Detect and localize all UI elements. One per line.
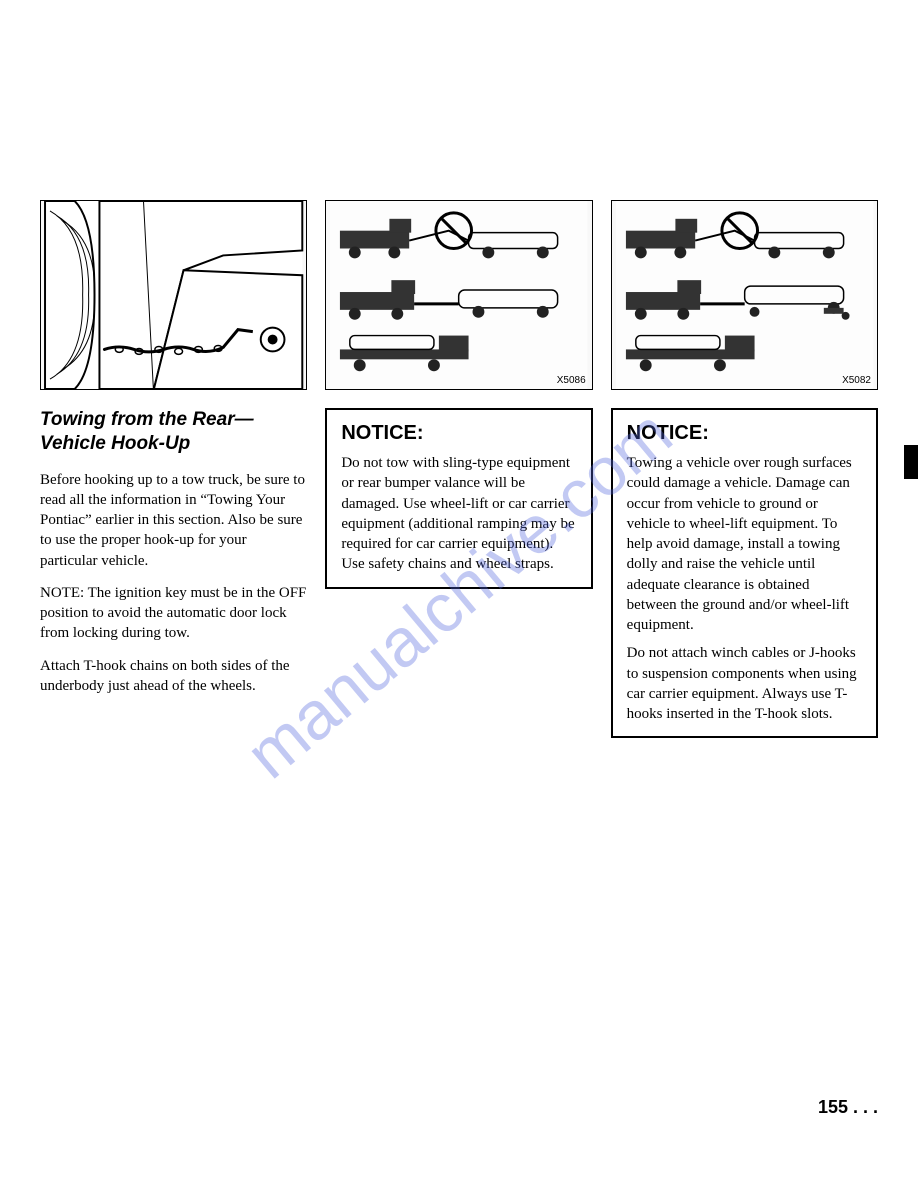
notice-paragraph: Do not attach winch cables or J-hooks to… bbox=[627, 643, 862, 724]
figure-ref-label: X5082 bbox=[842, 375, 871, 386]
column-left: Towing from the Rear—Vehicle Hook-Up Bef… bbox=[40, 200, 307, 1068]
column-middle: X5086 NOTICE: Do not tow with sling-type… bbox=[325, 200, 592, 1068]
notice-box: NOTICE: Do not tow with sling-type equip… bbox=[325, 408, 592, 589]
body-paragraph-note: NOTE: The ignition key must be in the OF… bbox=[40, 583, 307, 644]
notice-paragraph: Do not tow with sling-type equipment or … bbox=[341, 453, 576, 575]
notice-heading: NOTICE: bbox=[627, 422, 862, 445]
figure-ref-label: X5086 bbox=[557, 375, 586, 386]
page-edge-tab bbox=[904, 445, 918, 479]
notice-paragraph: Towing a vehicle over rough surfaces cou… bbox=[627, 453, 862, 635]
illustration-towing-methods-dolly: X5082 bbox=[611, 200, 878, 390]
towing-diagram-icon bbox=[326, 201, 591, 389]
body-paragraph: Before hooking up to a tow truck, be sur… bbox=[40, 470, 307, 571]
illustration-towing-methods-wrong: X5086 bbox=[325, 200, 592, 390]
notice-heading: NOTICE: bbox=[341, 422, 576, 445]
hookup-diagram-icon bbox=[41, 201, 306, 389]
section-heading: Towing from the Rear—Vehicle Hook-Up bbox=[40, 408, 307, 456]
column-layout: Towing from the Rear—Vehicle Hook-Up Bef… bbox=[40, 200, 878, 1068]
notice-box: NOTICE: Towing a vehicle over rough surf… bbox=[611, 408, 878, 738]
page-number: 155 . . . bbox=[818, 1097, 878, 1118]
column-right: X5082 NOTICE: Towing a vehicle over roug… bbox=[611, 200, 878, 1068]
towing-dolly-diagram-icon bbox=[612, 201, 877, 389]
illustration-tire-chain-hookup bbox=[40, 200, 307, 390]
body-paragraph: Attach T-hook chains on both sides of th… bbox=[40, 656, 307, 697]
manual-page: Towing from the Rear—Vehicle Hook-Up Bef… bbox=[40, 200, 878, 1068]
